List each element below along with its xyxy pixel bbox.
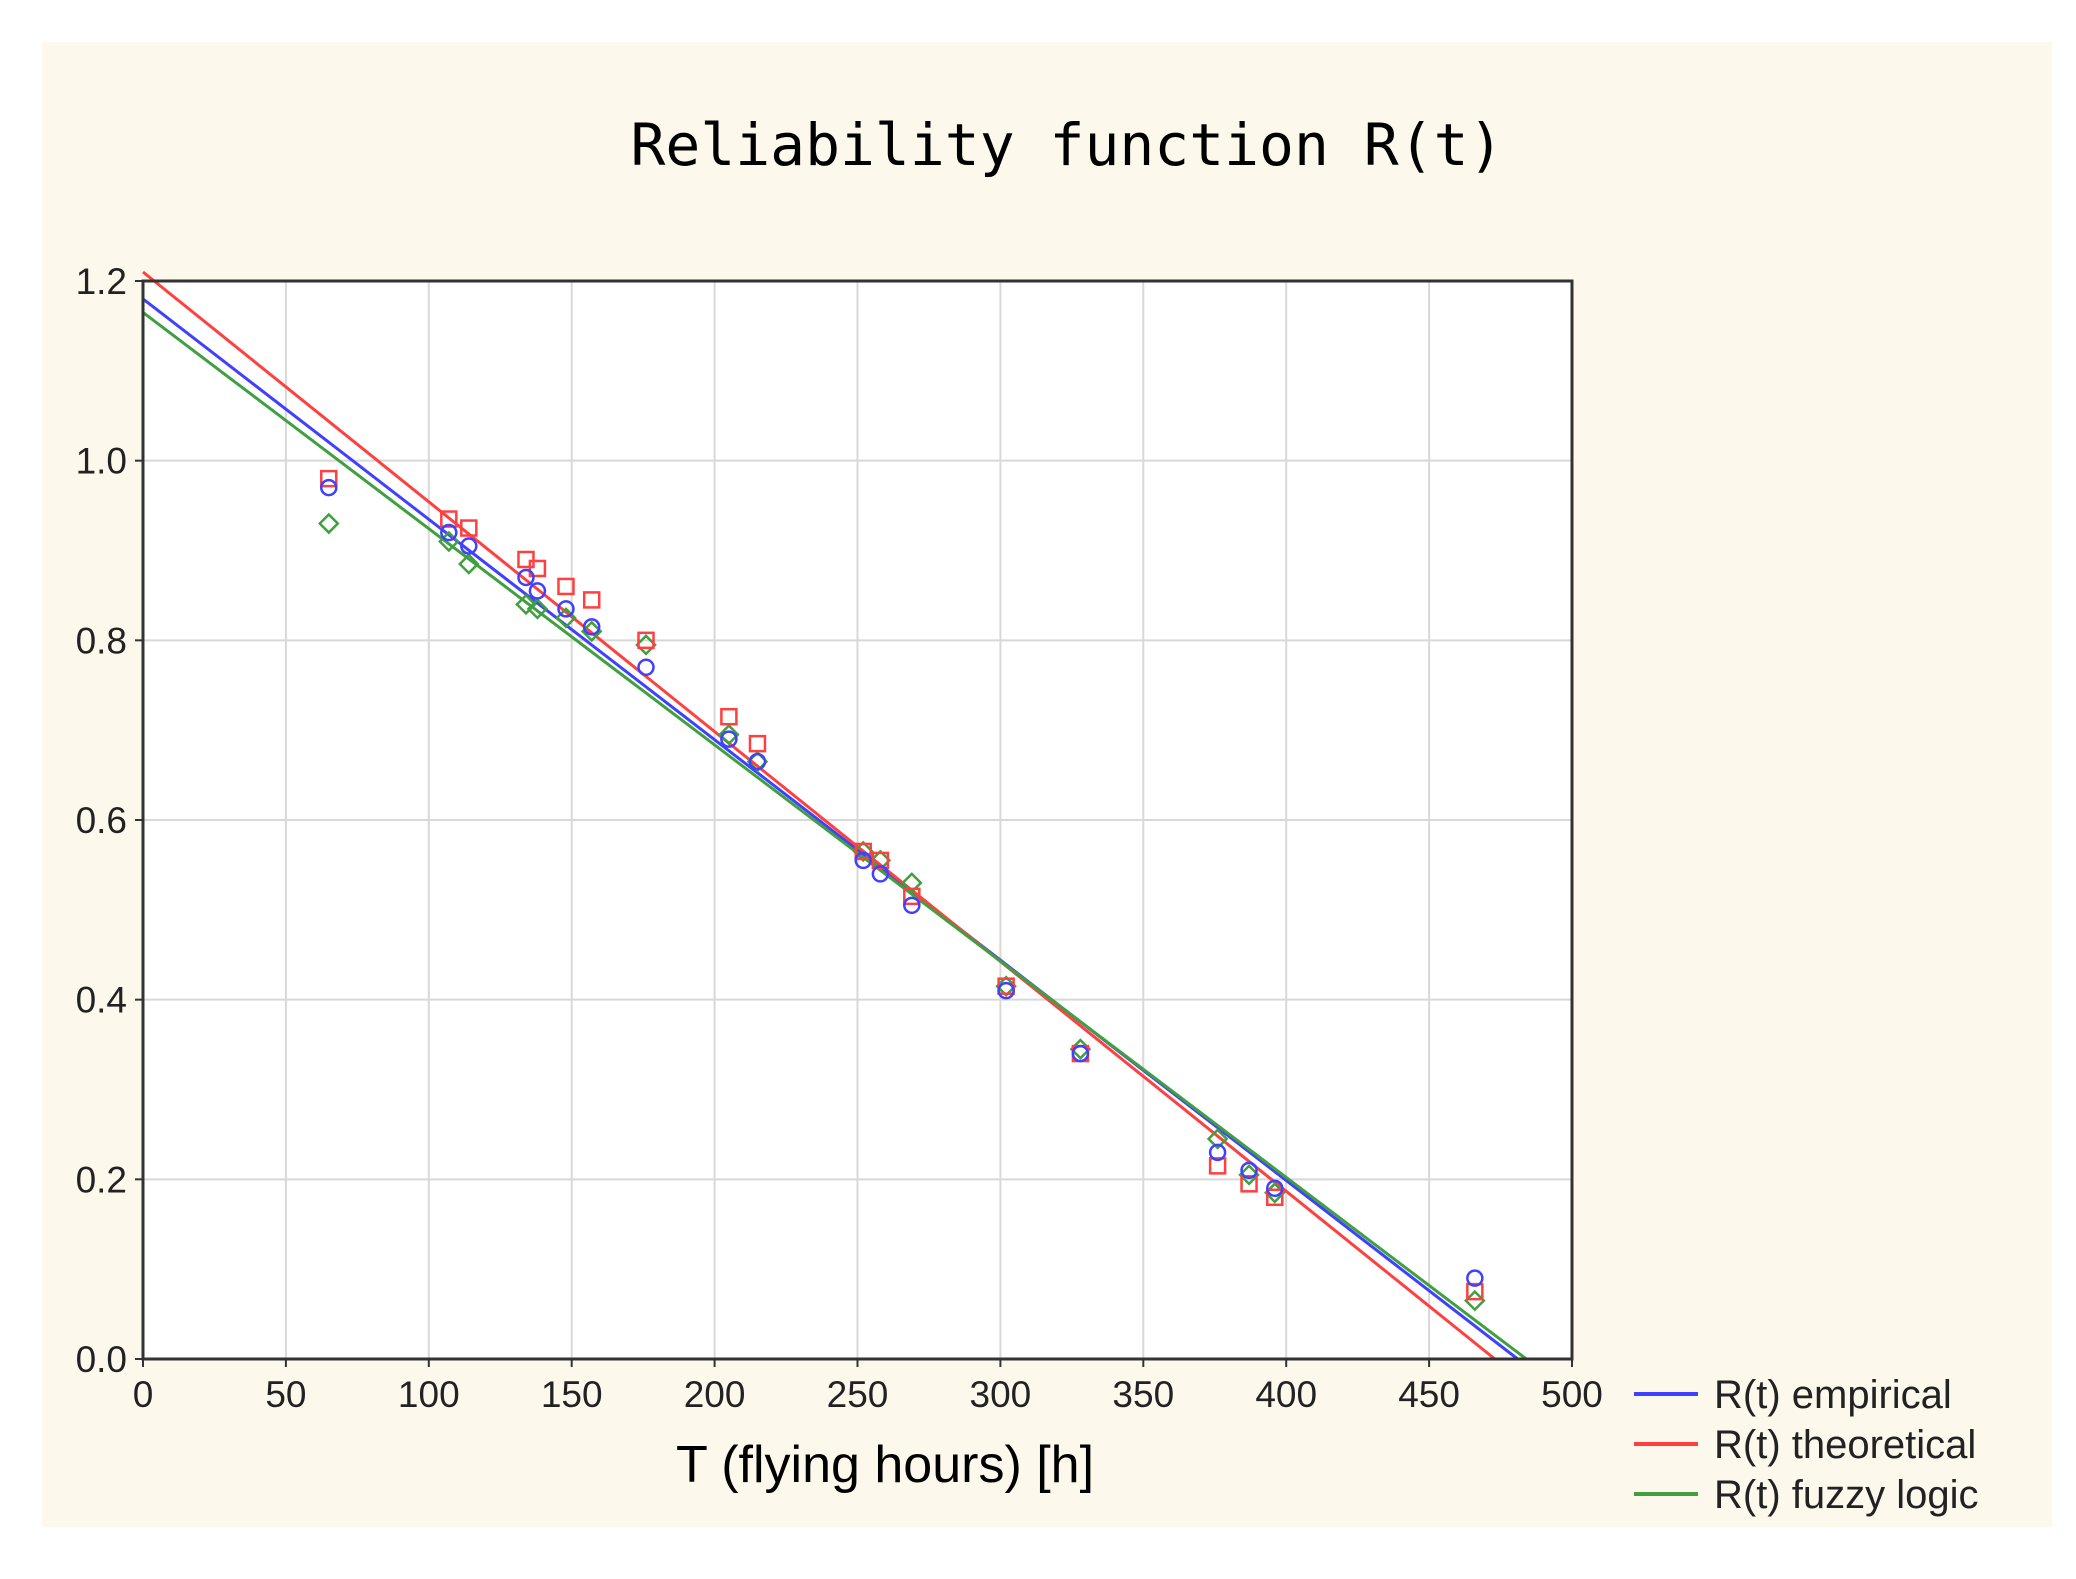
data-point [557,600,575,618]
grid-lines [143,281,1572,1359]
data-point [460,537,478,555]
data-point [557,577,575,596]
data-point [440,523,458,542]
data-point [517,550,535,569]
data-point [1208,1157,1227,1175]
chart-panel: Reliability function R(t) 0 50 100 150 200 25… [42,42,2052,1527]
data-point [1071,1044,1090,1063]
x-tick-label: 100 [398,1374,460,1415]
y-tick-label: 0.4 [76,980,127,1021]
data-point [1238,1164,1260,1186]
x-tick-label: 500 [1541,1374,1603,1415]
data-point [854,851,872,870]
y-axis-ticks: 0.0 0.2 0.4 0.6 0.8 1.0 1.2 [76,261,143,1380]
y-tick-label: 0.6 [76,800,127,841]
data-point [318,512,340,535]
fit-line [142,270,1496,1361]
fit-line [142,297,1519,1361]
y-tick-label: 0.0 [76,1339,127,1380]
data-point [903,887,921,906]
data-point [748,752,767,771]
y-tick-label: 0.2 [76,1159,127,1200]
x-tick-label: 450 [1398,1374,1460,1415]
data-point [1466,1269,1484,1287]
data-point [528,559,547,578]
data-points [318,469,1486,1312]
data-point [637,658,655,677]
x-axis-ticks: 0 50 100 150 200 250 300 350 400 450 500 [133,1359,1603,1415]
x-tick-label: 250 [827,1374,889,1415]
data-point [995,975,1017,997]
legend-label: R(t) fuzzy logic [1714,1473,1979,1517]
data-point [1464,1289,1486,1312]
data-point [320,469,338,488]
data-point [528,582,547,600]
chart-title: Reliability function R(t) [631,111,1504,179]
data-point [869,849,892,872]
y-tick-label: 0.8 [76,620,127,661]
legend-label: R(t) empirical [1714,1373,1952,1417]
data-point [871,865,890,883]
data-point [903,896,921,915]
data-point [1466,1282,1484,1301]
data-point [871,851,890,870]
data-point [320,478,338,497]
x-tick-label: 300 [970,1374,1032,1415]
data-point [720,730,738,748]
data-point [1206,1128,1229,1150]
x-tick-label: 350 [1112,1374,1174,1415]
data-point [852,840,874,863]
x-tick-label: 200 [684,1374,746,1415]
legend: R(t) empirical R(t) theoretical R(t) fuzzy… [1634,1373,1979,1517]
data-point [1266,1188,1284,1207]
data-point [440,510,458,528]
y-tick-label: 1.0 [76,441,127,482]
data-point [458,553,480,575]
data-point [526,598,549,620]
data-point [460,519,478,537]
legend-label: R(t) theoretical [1714,1423,1976,1467]
chart-svg: Reliability function R(t) 0 50 100 150 200 25… [76,111,1979,1517]
data-point [1240,1161,1258,1180]
x-tick-label: 400 [1255,1374,1317,1415]
data-point [720,707,738,726]
data-point [997,981,1015,1000]
fit-line [142,311,1528,1361]
data-point [718,723,740,746]
x-axis-label: T (flying hours) [h] [676,1436,1094,1494]
data-point [517,568,535,587]
data-point [582,618,601,636]
x-tick-label: 0 [133,1374,154,1415]
data-point [901,872,923,894]
data-point [515,593,537,616]
data-point [635,634,657,656]
x-tick-label: 50 [265,1374,306,1415]
data-point [1266,1179,1284,1198]
y-tick-label: 1.2 [76,261,127,302]
fit-lines [142,270,1528,1361]
data-point [582,591,601,609]
x-tick-label: 150 [541,1374,603,1415]
data-point [637,631,655,650]
data-point [1208,1143,1227,1162]
data-point [854,842,872,861]
data-point [1240,1175,1258,1193]
data-point [748,734,767,753]
data-point [580,620,603,643]
